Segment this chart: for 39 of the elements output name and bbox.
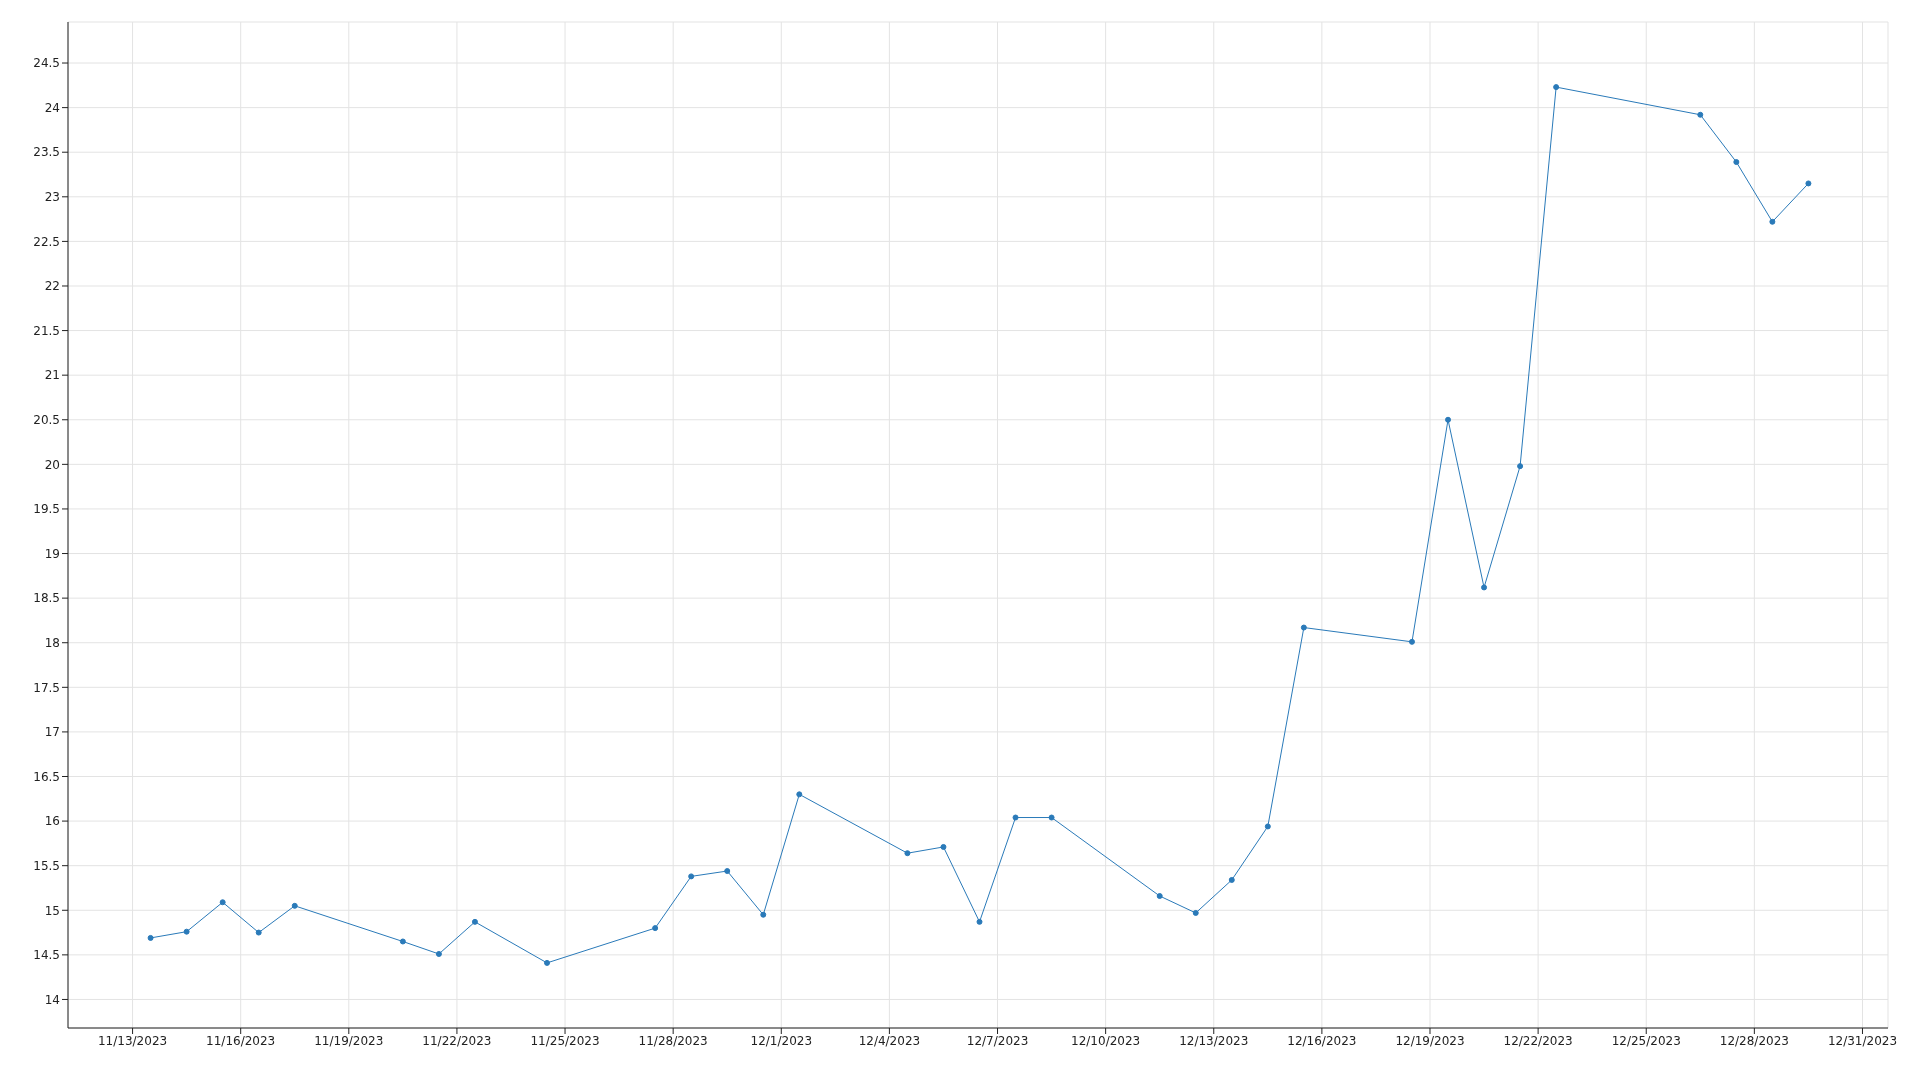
y-tick-label: 23.5	[33, 145, 60, 160]
y-tick-label: 19.5	[33, 502, 60, 517]
x-tick-label: 11/25/2023	[530, 1033, 600, 1048]
x-tick-label: 12/31/2023	[1827, 1033, 1898, 1048]
x-tick-label: 11/13/2023	[97, 1033, 168, 1048]
x-tick-label: 12/25/2023	[1611, 1033, 1681, 1048]
x-tick-label: 12/7/2023	[966, 1033, 1029, 1048]
x-tick-label: 11/22/2023	[422, 1033, 492, 1048]
y-tick-label: 20	[44, 457, 60, 472]
y-tick-label: 21.5	[33, 323, 60, 338]
y-tick-label: 16	[44, 814, 60, 829]
y-tick-label: 22.5	[33, 234, 60, 249]
y-tick-label: 20.5	[33, 413, 60, 428]
y-tick-label: 15.5	[33, 858, 60, 873]
x-tick-label: 12/1/2023	[750, 1033, 813, 1048]
y-tick-label: 14	[44, 992, 60, 1007]
x-tick-label: 11/19/2023	[314, 1033, 384, 1048]
y-tick-label: 17	[44, 725, 60, 740]
x-tick-label: 12/28/2023	[1719, 1033, 1789, 1048]
y-tick-label: 14.5	[33, 948, 60, 963]
y-tick-label: 17.5	[33, 680, 60, 695]
x-tick-label: 12/13/2023	[1179, 1033, 1249, 1048]
y-tick-label: 18	[44, 635, 60, 650]
x-tick-label: 12/16/2023	[1287, 1033, 1357, 1048]
y-tick-label: 22	[44, 279, 60, 294]
x-tick-label: 11/28/2023	[638, 1033, 708, 1048]
y-tick-label: 15	[44, 903, 60, 918]
y-tick-label: 24	[44, 100, 60, 115]
y-tick-label: 21	[44, 368, 60, 383]
y-tick-label: 23	[44, 190, 60, 205]
x-tick-label: 12/4/2023	[858, 1033, 921, 1048]
x-tick-label: 11/16/2023	[206, 1033, 276, 1048]
x-tick-label: 12/10/2023	[1071, 1033, 1141, 1048]
x-tick-label: 12/22/2023	[1503, 1033, 1573, 1048]
y-tick-label: 18.5	[33, 591, 60, 606]
y-tick-label: 24.5	[33, 56, 60, 71]
y-tick-label: 16.5	[33, 769, 60, 784]
x-tick-label: 12/19/2023	[1395, 1033, 1465, 1048]
y-tick-label: 19	[44, 546, 60, 561]
